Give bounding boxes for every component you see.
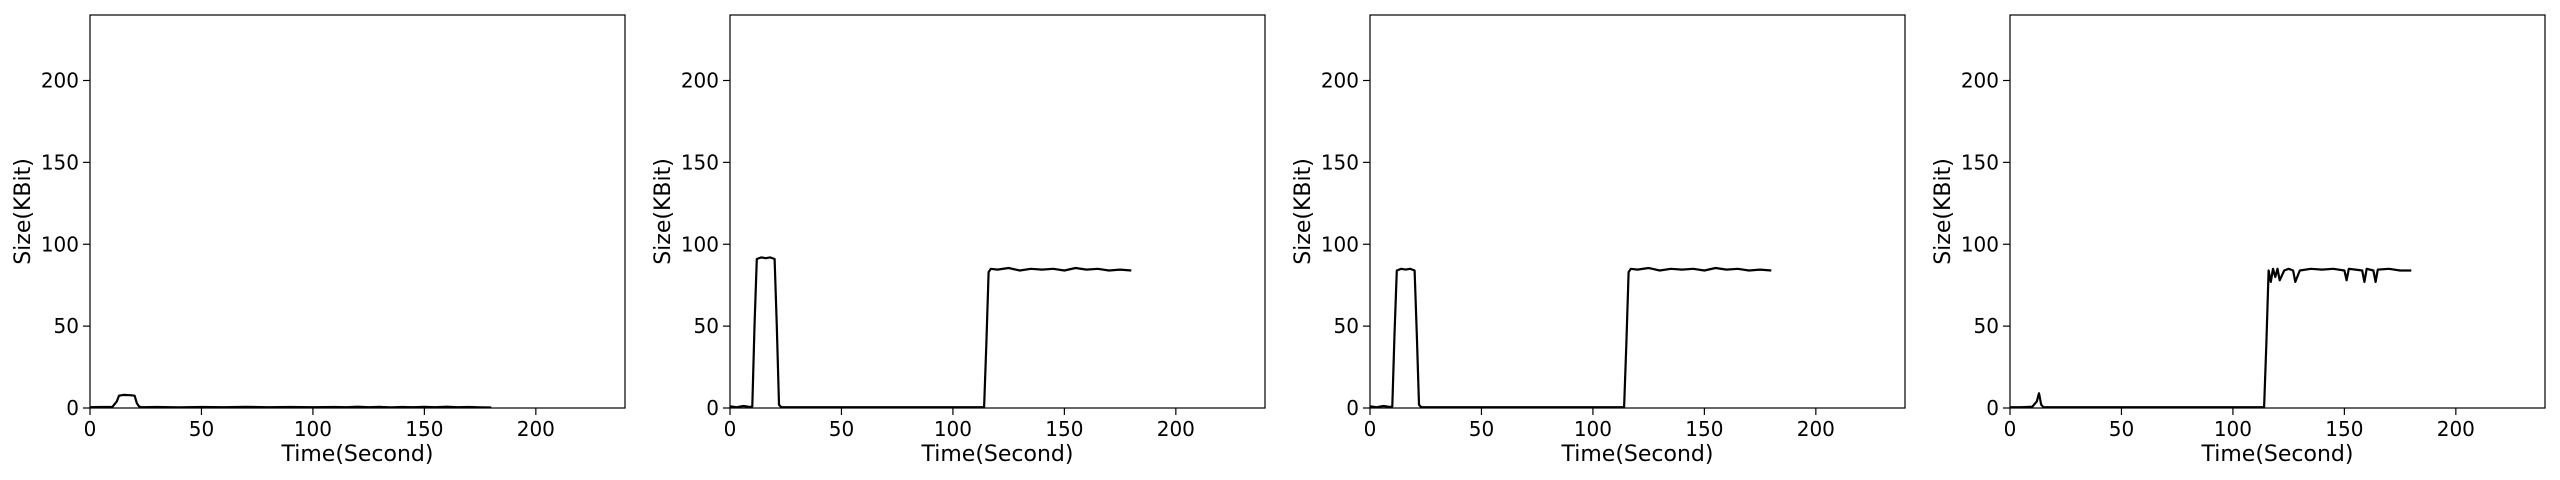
x-tick-label: 100 <box>2214 417 2252 441</box>
y-tick-label: 200 <box>1321 69 1359 93</box>
y-tick-label: 50 <box>1974 314 1999 338</box>
y-axis-label: Size(KBit) <box>651 158 676 265</box>
x-tick-label: 150 <box>1685 417 1723 441</box>
x-tick-label: 50 <box>189 417 214 441</box>
plot-frame <box>2009 14 2546 409</box>
y-tick-label: 50 <box>1334 314 1359 338</box>
y-tick-label: 0 <box>1986 396 1999 420</box>
y-tick-label: 200 <box>41 69 79 93</box>
x-tick-label: 200 <box>1157 417 1195 441</box>
y-tick-label: 150 <box>1961 150 1999 174</box>
y-tick-label: 100 <box>41 232 79 256</box>
x-axis-label: Time(Second) <box>2201 442 2354 467</box>
plot-frame <box>729 14 1266 409</box>
x-tick-label: 50 <box>1469 417 1494 441</box>
chart-2: 0 50 100 150 200 0 50 100 150 200 Time(Second) Size… <box>651 14 1266 467</box>
x-tick-label: 0 <box>2004 417 2017 441</box>
chart-1: 0 50 100 150 200 0 50 100 150 200 Time(Second) Size… <box>11 14 626 467</box>
y-tick-label: 0 <box>706 396 719 420</box>
y-tick-label: 50 <box>54 314 79 338</box>
series-line-1 <box>2010 267 2412 408</box>
x-axis-label: Time(Second) <box>921 442 1074 467</box>
y-tick-label: 100 <box>681 232 719 256</box>
x-tick-label: 200 <box>517 417 555 441</box>
x-tick-label: 150 <box>2325 417 2363 441</box>
y-tick-label: 0 <box>1346 396 1359 420</box>
x-tick-label: 150 <box>1045 417 1083 441</box>
series-line-1 <box>90 393 492 408</box>
chart-3: 0 50 100 150 200 0 50 100 150 200 Time(Second) Size… <box>1291 14 1906 467</box>
x-tick-label: 50 <box>829 417 854 441</box>
y-tick-label: 150 <box>1321 150 1359 174</box>
y-tick-label: 100 <box>1961 232 1999 256</box>
x-tick-label: 0 <box>1364 417 1377 441</box>
x-axis-label: Time(Second) <box>281 442 434 467</box>
series-line-1 <box>1370 266 1772 408</box>
y-tick-label: 150 <box>681 150 719 174</box>
x-tick-label: 150 <box>405 417 443 441</box>
x-axis-label: Time(Second) <box>1561 442 1714 467</box>
y-tick-label: 0 <box>66 396 79 420</box>
y-tick-label: 50 <box>694 314 719 338</box>
y-axis-label: Size(KBit) <box>1291 158 1316 265</box>
y-tick-label: 200 <box>1961 69 1999 93</box>
plot-frame <box>89 14 626 409</box>
series-line-1 <box>730 256 1132 408</box>
x-tick-label: 100 <box>1574 417 1612 441</box>
x-tick-label: 50 <box>2109 417 2134 441</box>
y-axis-label: Size(KBit) <box>1931 158 1956 265</box>
y-tick-label: 150 <box>41 150 79 174</box>
y-tick-label: 100 <box>1321 232 1359 256</box>
chart-4: 0 50 100 150 200 0 50 100 150 200 Time(Second) Size… <box>1931 14 2546 467</box>
x-tick-label: 100 <box>294 417 332 441</box>
plot-frame <box>1369 14 1906 409</box>
y-axis-label: Size(KBit) <box>11 158 36 265</box>
x-tick-label: 200 <box>1797 417 1835 441</box>
x-tick-label: 100 <box>934 417 972 441</box>
x-tick-label: 200 <box>2437 417 2475 441</box>
x-tick-label: 0 <box>84 417 97 441</box>
y-tick-label: 200 <box>681 69 719 93</box>
x-tick-label: 0 <box>724 417 737 441</box>
